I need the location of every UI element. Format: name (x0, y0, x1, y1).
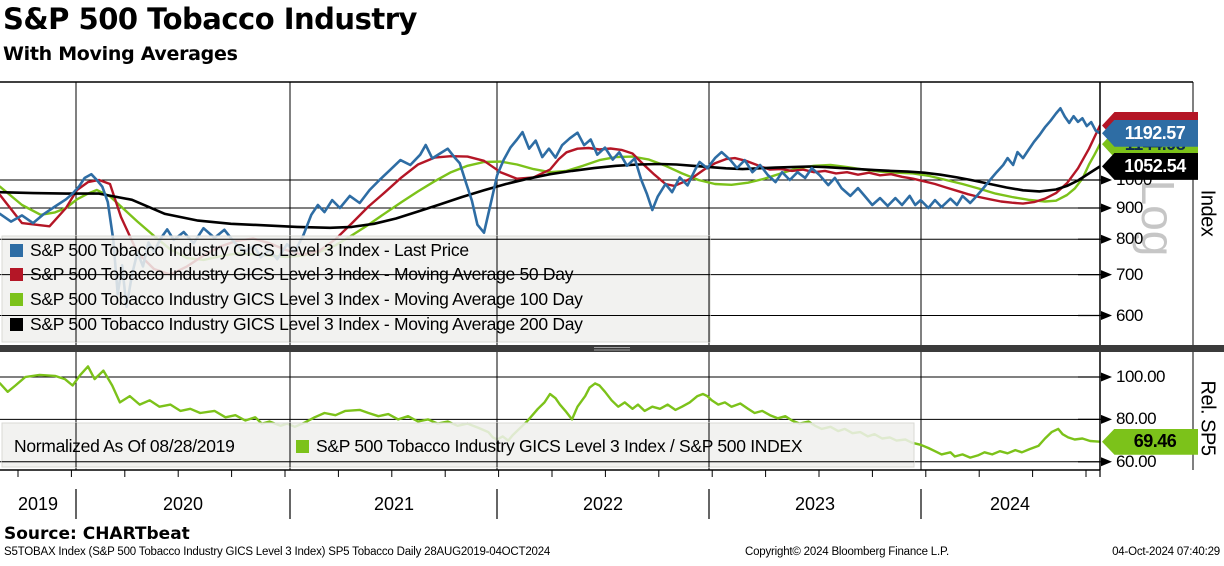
year-label-2023: 2023 (794, 494, 836, 514)
legend-label: S&P 500 Tobacco Industry GICS Level 3 In… (30, 263, 574, 284)
footer-timestamp: 04-Oct-2024 07:40:29 (1112, 546, 1220, 558)
legend-item-ma200[interactable]: S&P 500 Tobacco Industry GICS Level 3 In… (10, 313, 583, 335)
lower-axis-tick-100: 100.00 (1116, 367, 1166, 386)
main-axis-title: Index (1196, 189, 1219, 237)
footer-ticker-info: S5TOBAX Index (S&P 500 Tobacco Industry … (4, 546, 551, 558)
year-label-2019: 2019 (17, 494, 59, 514)
normalized-note: Normalized As Of 08/28/2019 (14, 435, 235, 456)
ma100-swatch-icon (10, 292, 23, 306)
last-price-swatch-icon (10, 243, 23, 257)
ma200-price-tag: 1052.54 (1102, 152, 1198, 180)
main-axis-tick-700: 700 (1116, 264, 1143, 284)
page-title: S&P 500 Tobacco Industry (3, 2, 417, 36)
page-subtitle: With Moving Averages (3, 43, 238, 65)
lower-legend: Normalized As Of 08/28/2019 S&P 500 Toba… (2, 423, 914, 467)
main-legend: S&P 500 Tobacco Industry GICS Level 3 In… (2, 236, 710, 342)
lower-axis-tick-80: 80.00 (1116, 409, 1157, 429)
main-axis-tick-800: 800 (1116, 229, 1143, 249)
main-axis-tick-600: 600 (1116, 305, 1143, 325)
relative-value-tag: 69.46 (1102, 428, 1198, 455)
source-line: Source: CHARTbeat (4, 524, 190, 544)
year-label-2020: 2020 (162, 494, 204, 514)
legend-item-relative[interactable]: S&P 500 Tobacco Industry GICS Level 3 In… (296, 435, 803, 457)
legend-label: S&P 500 Tobacco Industry GICS Level 3 In… (30, 288, 583, 309)
year-label-2022: 2022 (582, 494, 624, 514)
footer-copyright: Copyright© 2024 Bloomberg Finance L.P. (745, 546, 949, 558)
legend-label: S&P 500 Tobacco Industry GICS Level 3 In… (30, 239, 469, 260)
lower-axis-tick-60: 60.00 (1116, 451, 1157, 471)
year-label-2024: 2024 (989, 494, 1031, 514)
ma50-swatch-icon (10, 267, 23, 281)
legend-label: S&P 500 Tobacco Industry GICS Level 3 In… (30, 313, 583, 334)
last-price-tag: 1192.57 (1102, 119, 1198, 147)
year-label-2021: 2021 (373, 494, 415, 514)
legend-item-last-price[interactable]: S&P 500 Tobacco Industry GICS Level 3 In… (10, 239, 469, 261)
ma200-swatch-icon (10, 317, 23, 331)
legend-label: S&P 500 Tobacco Industry GICS Level 3 In… (316, 435, 803, 456)
lower-axis-title: Rel. SP5 (1196, 380, 1219, 456)
relative-swatch-icon (296, 439, 309, 453)
panel-splitter-handle[interactable] (594, 346, 630, 352)
legend-item-ma100[interactable]: S&P 500 Tobacco Industry GICS Level 3 In… (10, 288, 583, 310)
main-axis-tick-900: 900 (1116, 198, 1143, 217)
legend-item-ma50[interactable]: S&P 500 Tobacco Industry GICS Level 3 In… (10, 263, 573, 285)
